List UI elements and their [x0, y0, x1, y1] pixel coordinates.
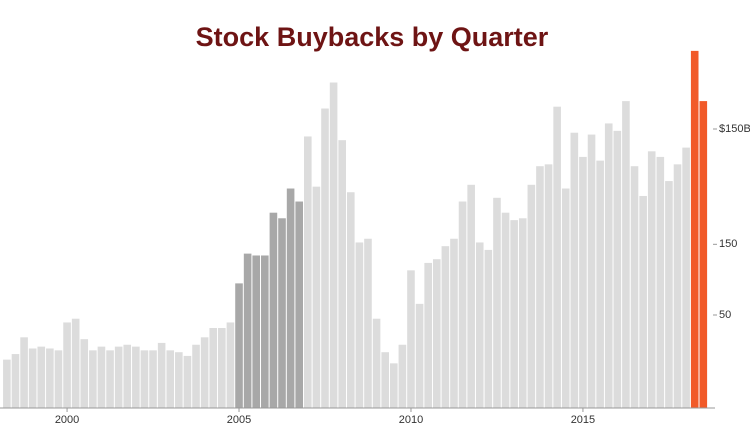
bar	[355, 242, 364, 408]
bar	[424, 262, 432, 408]
bar	[407, 270, 415, 408]
bar	[54, 350, 63, 408]
bar	[596, 160, 604, 408]
bar	[235, 283, 243, 408]
bar	[329, 82, 338, 408]
bar	[132, 346, 140, 408]
bar	[690, 50, 699, 408]
y-tick-label: 150	[719, 238, 737, 250]
bar	[458, 201, 467, 408]
bar	[3, 359, 11, 408]
bar	[665, 181, 673, 408]
bar	[218, 328, 226, 408]
x-tick-label: 2005	[227, 414, 251, 426]
bar	[183, 355, 192, 408]
bar	[97, 346, 106, 408]
bar	[613, 130, 622, 409]
bar	[699, 101, 708, 408]
bar	[518, 218, 527, 408]
bar	[140, 350, 149, 408]
bar	[450, 238, 458, 408]
bar	[561, 188, 570, 408]
bar	[536, 166, 544, 408]
bar	[587, 134, 596, 408]
bar	[37, 346, 46, 408]
bar	[243, 253, 252, 408]
bar	[209, 328, 218, 408]
bar	[278, 218, 286, 408]
bar	[123, 344, 132, 408]
bar	[553, 106, 561, 409]
bar	[604, 123, 613, 409]
bar	[295, 201, 304, 408]
bar	[682, 147, 690, 408]
bar	[149, 350, 157, 408]
bar	[312, 186, 321, 408]
bar	[398, 344, 407, 408]
chart-title: Stock Buybacks by Quarter	[196, 22, 549, 52]
bar	[106, 350, 114, 408]
y-tick-label: 50	[719, 309, 731, 321]
bar	[338, 140, 346, 408]
x-tick-label: 2015	[571, 414, 595, 426]
bar	[579, 156, 587, 408]
bar	[286, 188, 295, 408]
y-tick-label: $150B	[719, 123, 750, 135]
bar	[389, 363, 398, 408]
bar	[346, 192, 355, 408]
bar	[475, 242, 484, 408]
bar	[166, 350, 175, 408]
bar	[11, 354, 20, 408]
x-tick-label: 2000	[55, 414, 79, 426]
x-tick-label: 2010	[399, 414, 423, 426]
bar	[647, 151, 656, 408]
bar	[639, 195, 647, 408]
bar	[432, 259, 441, 408]
bar	[63, 322, 71, 408]
bar	[622, 101, 630, 408]
bar	[20, 337, 28, 408]
bar	[71, 318, 80, 408]
bar	[304, 136, 312, 408]
bar	[28, 348, 37, 408]
bar	[364, 238, 372, 408]
bar	[510, 220, 518, 408]
bar	[200, 337, 209, 408]
bar	[175, 352, 183, 408]
bar	[381, 352, 389, 408]
bar	[46, 348, 54, 408]
bar	[226, 322, 235, 408]
bar	[269, 212, 278, 408]
bar	[501, 212, 510, 408]
bar	[484, 249, 493, 408]
bar	[630, 166, 639, 408]
bar	[527, 184, 536, 408]
bar	[415, 303, 424, 408]
bar	[493, 197, 501, 408]
bar	[261, 255, 269, 408]
bar	[114, 346, 123, 408]
bar	[673, 164, 682, 408]
bar	[89, 350, 97, 408]
bar	[252, 255, 261, 408]
bar	[372, 318, 381, 408]
bar	[321, 108, 329, 408]
bar	[441, 246, 450, 408]
bar	[80, 339, 89, 408]
bar	[467, 184, 475, 408]
bar	[570, 132, 579, 408]
bar	[192, 344, 200, 408]
bar	[157, 342, 166, 408]
bar	[544, 164, 553, 408]
bar	[656, 156, 665, 408]
